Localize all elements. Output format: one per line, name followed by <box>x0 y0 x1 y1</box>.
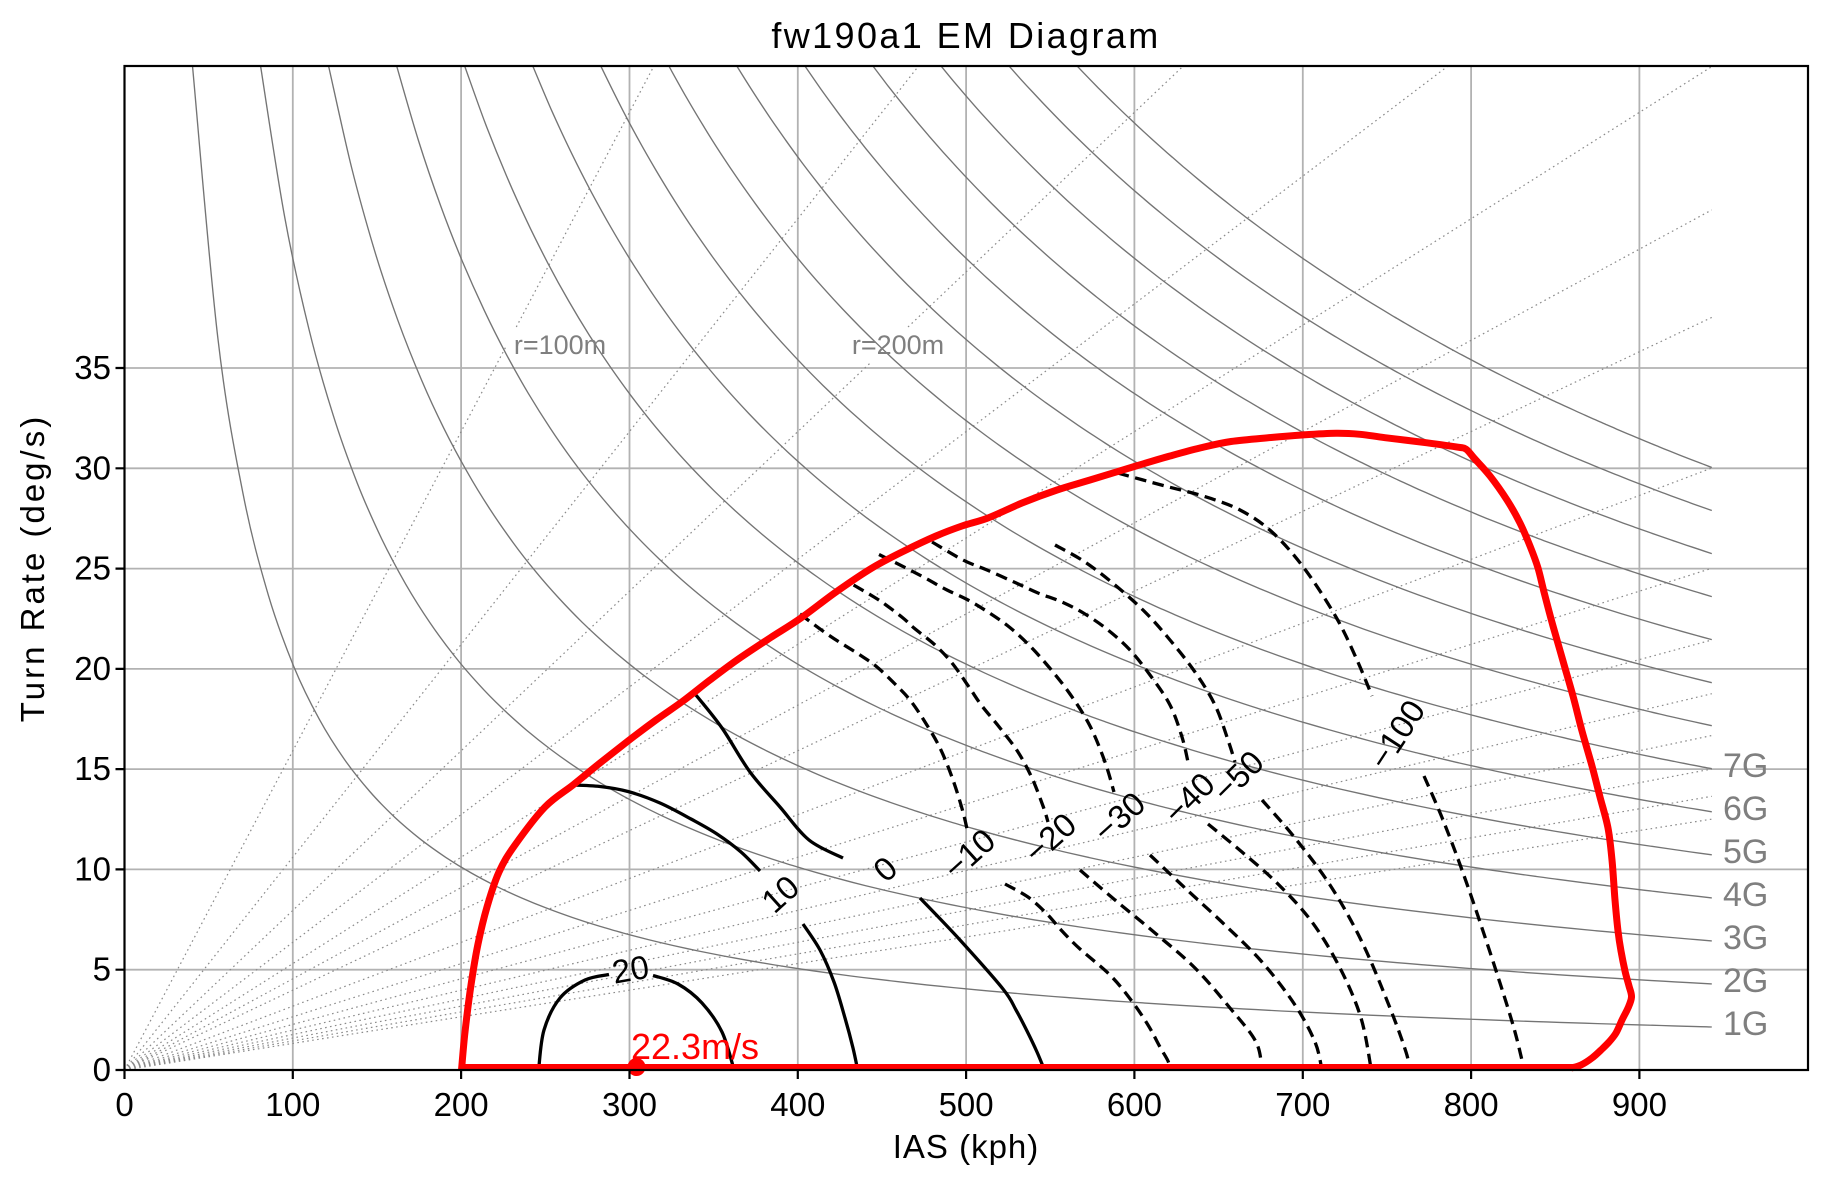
svg-text:35: 35 <box>74 349 111 386</box>
svg-text:900: 900 <box>1612 1086 1667 1123</box>
svg-text:r=200m: r=200m <box>852 330 944 360</box>
svg-text:IAS (kph): IAS (kph) <box>893 1128 1040 1165</box>
svg-text:800: 800 <box>1444 1086 1499 1123</box>
svg-text:600: 600 <box>1107 1086 1162 1123</box>
svg-text:4G: 4G <box>1723 876 1768 914</box>
svg-text:7G: 7G <box>1723 747 1768 785</box>
svg-text:r=100m: r=100m <box>514 330 606 360</box>
svg-text:Turn Rate (deg/s): Turn Rate (deg/s) <box>14 414 51 722</box>
svg-text:20: 20 <box>74 650 111 687</box>
svg-text:30: 30 <box>74 449 111 486</box>
svg-text:5: 5 <box>93 951 111 988</box>
svg-text:0: 0 <box>115 1086 133 1123</box>
svg-text:700: 700 <box>1275 1086 1330 1123</box>
svg-text:20: 20 <box>609 948 652 991</box>
svg-text:22.3m/s: 22.3m/s <box>631 1026 759 1067</box>
svg-text:500: 500 <box>939 1086 994 1123</box>
svg-text:6G: 6G <box>1723 790 1768 828</box>
svg-text:2G: 2G <box>1723 962 1768 1000</box>
svg-text:10: 10 <box>74 850 111 887</box>
svg-text:5G: 5G <box>1723 833 1768 871</box>
svg-text:15: 15 <box>74 750 111 787</box>
svg-text:0: 0 <box>93 1051 111 1088</box>
svg-text:300: 300 <box>602 1086 657 1123</box>
svg-text:200: 200 <box>434 1086 489 1123</box>
svg-text:25: 25 <box>74 550 111 587</box>
svg-text:100: 100 <box>265 1086 320 1123</box>
svg-text:3G: 3G <box>1723 919 1768 957</box>
svg-text:400: 400 <box>770 1086 825 1123</box>
svg-text:fw190a1 EM Diagram: fw190a1 EM Diagram <box>771 15 1160 56</box>
svg-text:1G: 1G <box>1723 1005 1768 1043</box>
